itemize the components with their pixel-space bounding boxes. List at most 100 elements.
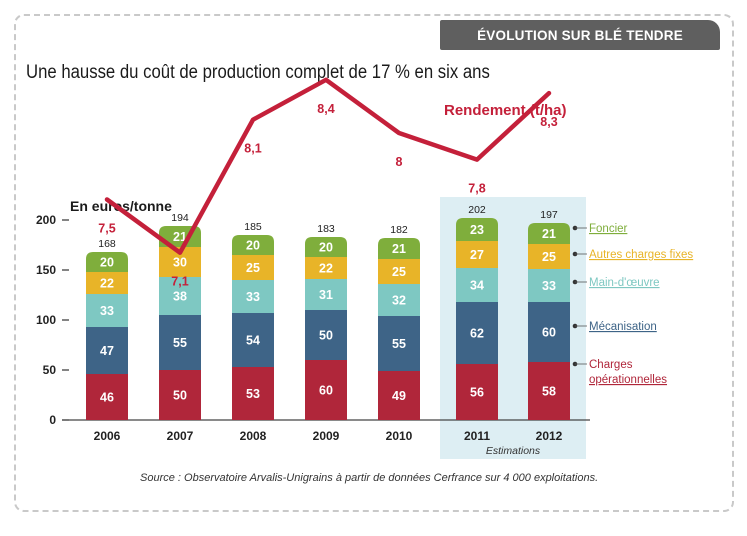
- bar-value-label: 21: [542, 227, 556, 241]
- bar-segment: [456, 364, 498, 420]
- bar-value-label: 60: [542, 326, 556, 340]
- bar-value-label: 50: [173, 389, 187, 403]
- bar-total-label: 197: [540, 209, 558, 221]
- bar-value-label: 60: [319, 384, 333, 398]
- bar-segment: [378, 371, 420, 420]
- yield-point-label: 7,1: [171, 275, 188, 289]
- x-tick-label: 2011: [464, 429, 490, 443]
- x-tick-label: 2009: [313, 429, 340, 443]
- y-tick-label: 0: [49, 413, 56, 427]
- bar-segment: [86, 294, 128, 327]
- bar-value-label: 20: [319, 241, 333, 255]
- legend-label: Autres charges fixes: [589, 249, 693, 261]
- bar-segment: [232, 367, 274, 420]
- bar-value-label: 33: [542, 279, 556, 293]
- yield-series-label: Rendement (t/ha): [444, 102, 567, 119]
- bar-value-label: 21: [392, 242, 406, 256]
- bar-segment: [305, 237, 347, 257]
- bar-segment: [528, 223, 570, 244]
- bar-value-label: 56: [470, 386, 484, 400]
- bar-value-label: 32: [392, 294, 406, 308]
- bar-segment: [232, 255, 274, 280]
- bar-value-label: 46: [100, 391, 114, 405]
- bar-value-label: 23: [470, 223, 484, 237]
- bar-segment: [86, 374, 128, 420]
- yield-point-label: 7,5: [98, 222, 115, 236]
- estimation-label: Estimations: [486, 445, 541, 457]
- yield-line: [104, 77, 552, 255]
- bar-value-label: 33: [246, 290, 260, 304]
- bar-segment: [86, 252, 128, 272]
- bar-value-label: 22: [319, 262, 333, 276]
- bar-total-label: 182: [390, 224, 408, 236]
- bar-value-label: 25: [542, 250, 556, 264]
- bar-segment: [456, 268, 498, 302]
- bar-segment: [159, 315, 201, 370]
- bar-segment: [305, 257, 347, 279]
- yield-point-label: 8: [396, 155, 403, 169]
- bar-value-label: 21: [173, 230, 187, 244]
- bar-segment: [528, 244, 570, 269]
- y-tick-label: 150: [36, 263, 56, 277]
- bar-value-label: 47: [100, 344, 114, 358]
- bar-value-label: 54: [246, 334, 260, 348]
- bar-segment: [305, 279, 347, 310]
- bar-value-label: 22: [100, 277, 114, 291]
- bar-segment: [456, 218, 498, 241]
- legend-label: Main-d'œuvre: [589, 277, 660, 289]
- bar-segment: [378, 238, 420, 259]
- bar-value-label: 20: [100, 256, 114, 270]
- bar-total-label: 194: [171, 212, 189, 224]
- bar-segment: [232, 280, 274, 313]
- bar-total-label: 185: [244, 221, 262, 233]
- bar-segment: [528, 302, 570, 362]
- section-tag: ÉVOLUTION SUR BLÉ TENDRE: [440, 20, 720, 50]
- y-tick-label: 100: [36, 313, 56, 327]
- legend-label: Mécanisation: [589, 321, 657, 333]
- bar-segment: [378, 316, 420, 371]
- bar-value-label: 31: [319, 288, 333, 302]
- x-tick-label: 2007: [167, 429, 194, 443]
- bar-segment: [456, 302, 498, 364]
- bar-segment: [305, 360, 347, 420]
- bar-value-label: 20: [246, 239, 260, 253]
- chart-card: [14, 14, 734, 512]
- bar-value-label: 38: [173, 290, 187, 304]
- bar-value-label: 49: [392, 389, 406, 403]
- bar-segment: [305, 310, 347, 360]
- bar-value-label: 55: [392, 337, 406, 351]
- bar-total-label: 202: [468, 204, 486, 216]
- bar-value-label: 25: [246, 261, 260, 275]
- source-note: Source : Observatoire Arvalis-Unigrains …: [140, 472, 599, 484]
- bar-segment: [528, 362, 570, 420]
- bar-segment: [378, 259, 420, 284]
- x-tick-label: 2012: [536, 429, 563, 443]
- x-tick-label: 2008: [240, 429, 267, 443]
- yield-point-label: 7,8: [468, 182, 485, 196]
- y-tick-label: 200: [36, 213, 56, 227]
- legend-label: Charges opérationnelles: [589, 359, 667, 386]
- bar-value-label: 33: [100, 304, 114, 318]
- yield-point-label: 8,1: [244, 142, 261, 156]
- bar-segment: [159, 370, 201, 420]
- bar-value-label: 62: [470, 327, 484, 341]
- bar-segment: [232, 235, 274, 255]
- bar-total-label: 168: [98, 238, 116, 250]
- bar-segment: [232, 313, 274, 367]
- bar-value-label: 34: [470, 279, 484, 293]
- yield-point-label: 8,3: [540, 115, 557, 129]
- bar-value-label: 25: [392, 265, 406, 279]
- yield-point-label: 8,4: [317, 102, 334, 116]
- bar-value-label: 27: [470, 248, 484, 262]
- bar-segment: [159, 277, 201, 315]
- bar-value-label: 50: [319, 329, 333, 343]
- bar-total-label: 183: [317, 223, 335, 235]
- bar-segment: [86, 327, 128, 374]
- bar-value-label: 53: [246, 387, 260, 401]
- y-tick-label: 50: [43, 363, 57, 377]
- bar-value-label: 55: [173, 336, 187, 350]
- chart-title: Une hausse du coût de production complet…: [26, 62, 490, 83]
- bar-segment: [86, 272, 128, 294]
- bar-segment: [528, 269, 570, 302]
